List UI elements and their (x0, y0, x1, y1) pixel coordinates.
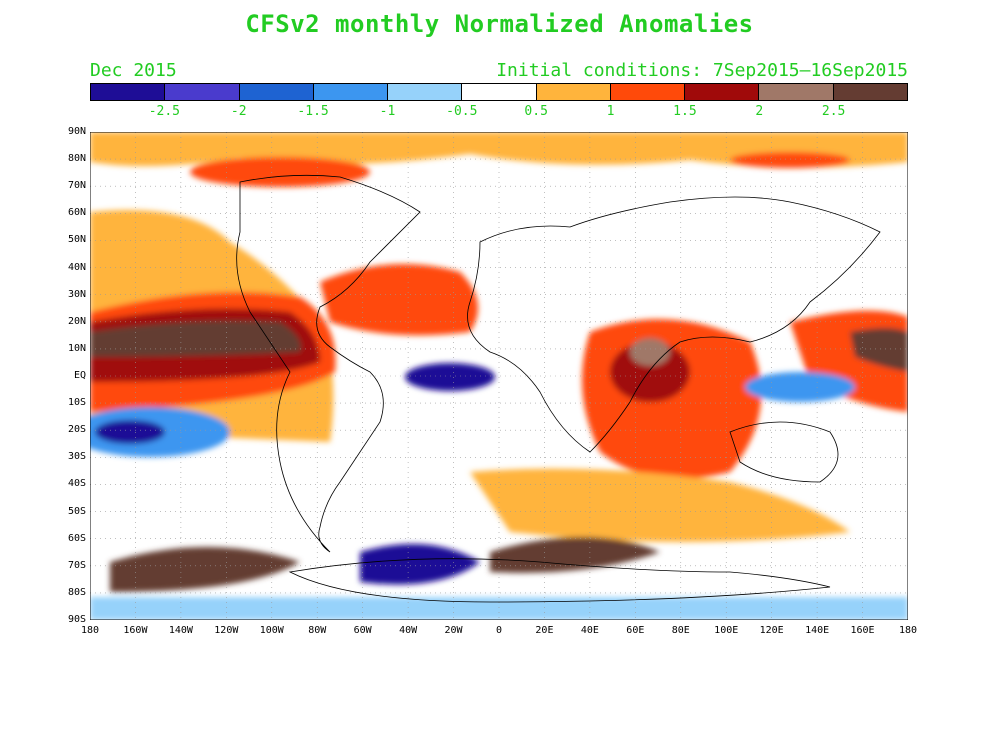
colorbar-label: -1.5 (297, 104, 329, 119)
longitude-label: 100E (714, 625, 739, 636)
initial-conditions: Initial conditions: 7Sep2015–16Sep2015 (496, 60, 908, 81)
colorbar-label: -2.5 (148, 104, 181, 119)
colorbar-swatch-10 (833, 84, 907, 100)
colorbar-label: 1.5 (673, 104, 697, 119)
latitude-label: 30N (67, 288, 86, 300)
latitude-label: 40N (67, 261, 86, 273)
colorbar-swatch-3 (313, 84, 389, 100)
latitude-label: 40S (67, 478, 86, 490)
longitude-label: 160E (850, 625, 875, 636)
latitude-label: 90N (67, 126, 86, 137)
colorbar-swatch-8 (685, 84, 760, 100)
latitude-label: 10N (67, 342, 86, 354)
colorbar-label: -0.5 (446, 104, 478, 119)
colorbar-swatch-7 (610, 84, 686, 100)
colorbar-label: 2 (755, 104, 764, 119)
latitude-label: 90S (67, 614, 86, 625)
longitude-label: 60E (626, 625, 645, 636)
longitude-label: 120W (214, 625, 239, 636)
colorbar-label: -2 (230, 104, 247, 119)
longitude-label: 60W (353, 625, 372, 636)
longitude-label: 20W (444, 625, 463, 636)
latitude-label: 60S (67, 532, 86, 544)
latitude-label: 10S (67, 397, 86, 409)
colorbar-swatch-4 (388, 84, 463, 100)
longitude-label: 180 (80, 625, 100, 636)
longitude-label: 100W (259, 625, 284, 636)
longitude-label: 160W (123, 625, 148, 636)
latitude-label: EQ (73, 370, 86, 381)
latitude-label: 80N (67, 153, 86, 165)
colorbar-swatch-6 (536, 84, 611, 100)
latitude-label: 50N (67, 234, 86, 246)
longitude-label: 40E (580, 625, 599, 636)
colorbar-label: 0.5 (524, 104, 548, 119)
longitude-label: 80W (308, 625, 327, 636)
colorbar-swatch-5 (462, 84, 537, 100)
longitude-label: 40W (399, 625, 418, 636)
longitude-label: 80E (671, 625, 690, 636)
latitude-label: 20S (67, 424, 86, 436)
forecast-month: Dec 2015 (90, 60, 177, 81)
colorbar-swatch-0 (91, 84, 166, 100)
longitude-label: 0 (495, 625, 503, 636)
latitude-label: 30S (67, 451, 86, 463)
map-title: CFSv2 monthly Normalized Anomalies (245, 10, 754, 38)
colorbar-swatch-9 (759, 84, 834, 100)
colorbar-swatch-1 (165, 84, 240, 100)
colorbar (90, 83, 908, 101)
anomaly-map (90, 132, 908, 620)
longitude-label: 180 (898, 625, 918, 636)
colorbar-label: -1 (379, 104, 396, 119)
longitude-label: 20E (535, 625, 554, 636)
latitude-label: 20N (67, 315, 86, 327)
colorbar-label: 2.5 (821, 104, 846, 119)
latitude-label: 70N (67, 180, 86, 192)
longitude-label: 140W (168, 625, 193, 636)
colorbar-swatch-2 (239, 84, 314, 100)
latitude-label: 60N (67, 207, 86, 219)
latitude-label: 80S (67, 586, 86, 598)
latitude-label: 50S (67, 505, 86, 517)
latitude-label: 70S (67, 559, 86, 571)
colorbar-label: 1 (606, 104, 615, 119)
longitude-label: 140E (805, 625, 830, 636)
longitude-label: 120E (759, 625, 784, 636)
